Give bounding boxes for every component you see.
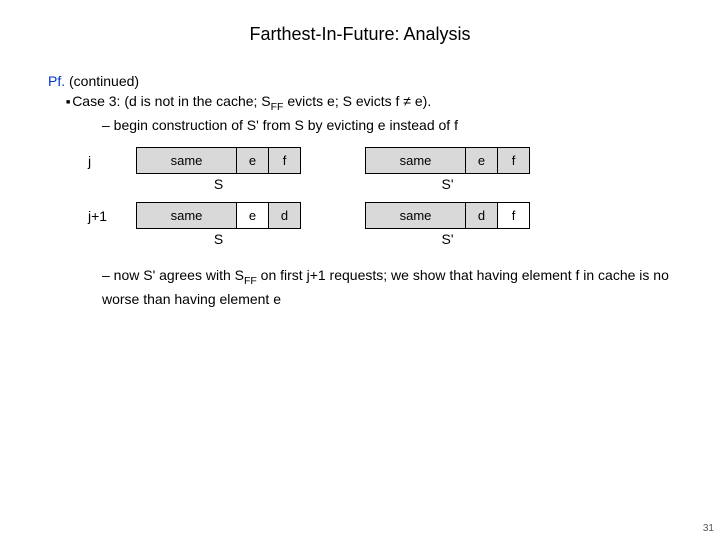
case3-suffix: e).	[411, 93, 431, 109]
dash2-sub: FF	[244, 275, 257, 287]
cell: e	[237, 202, 269, 228]
table-j-S: same e f	[136, 147, 301, 174]
cell: d	[269, 202, 301, 228]
slide-title: Farthest-In-Future: Analysis	[48, 24, 672, 45]
row-j-left: same e f S	[136, 147, 301, 192]
page-number: 31	[703, 523, 714, 534]
cap-S: S	[214, 176, 223, 192]
cell: d	[466, 202, 498, 228]
pf-line: Pf. (continued)	[48, 73, 672, 89]
row-j1-left: same e d S	[136, 202, 301, 247]
table-j1-S: same e d	[136, 202, 301, 229]
table-j-Sprime: same e f	[365, 147, 530, 174]
cell: f	[498, 202, 530, 228]
cell-same: same	[137, 202, 237, 228]
pf-label: Pf.	[48, 73, 65, 89]
row-j1-right: same d f S'	[365, 202, 530, 247]
case3-neq: ≠	[403, 93, 411, 109]
row-j: j same e f S same e f	[88, 147, 672, 192]
cell-same: same	[366, 202, 466, 228]
dash1: – begin construction of S' from S by evi…	[48, 117, 672, 133]
cell-same: same	[366, 147, 466, 173]
table-j1-Sprime: same d f	[365, 202, 530, 229]
row-j-label: j	[88, 147, 136, 169]
cell: f	[498, 147, 530, 173]
row-j-right: same e f S'	[365, 147, 530, 192]
dash2-p1: – now S' agrees with S	[102, 267, 244, 283]
row-j1-label: j+1	[88, 202, 136, 224]
case3-line: Case 3: (d is not in the cache; SFF evic…	[48, 93, 672, 113]
case3-mid: evicts e; S evicts f	[283, 93, 403, 109]
case3-prefix: Case 3: (d is not in the cache; S	[72, 93, 270, 109]
dash2: – now S' agrees with SFF on first j+1 re…	[48, 265, 672, 311]
cell: e	[237, 147, 269, 173]
cap-S: S	[214, 231, 223, 247]
pf-continued: (continued)	[69, 73, 139, 89]
cell: e	[466, 147, 498, 173]
cap-Sprime: S'	[441, 231, 453, 247]
case3-sub1: FF	[271, 101, 284, 113]
cap-Sprime: S'	[441, 176, 453, 192]
tables-block: j same e f S same e f	[88, 147, 672, 247]
cell-same: same	[137, 147, 237, 173]
cell: f	[269, 147, 301, 173]
row-j1: j+1 same e d S same d f	[88, 202, 672, 247]
